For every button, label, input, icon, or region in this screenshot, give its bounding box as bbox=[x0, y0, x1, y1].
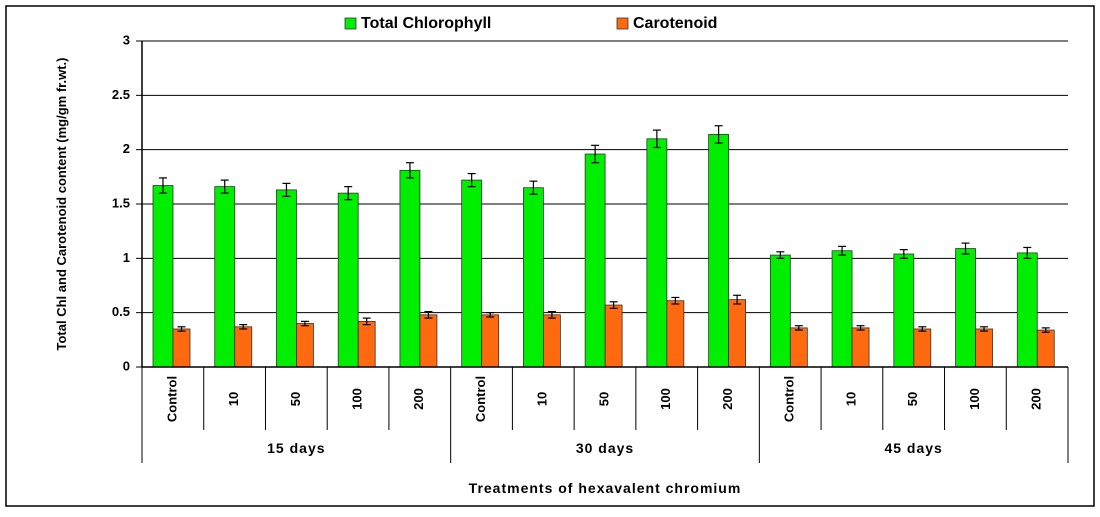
y-axis-title: Total Chl and Carotenoid content (mg/gm … bbox=[54, 58, 69, 351]
bar bbox=[708, 134, 729, 368]
error-bar bbox=[529, 180, 538, 195]
x-tick-label: 50 bbox=[905, 392, 920, 406]
legend-swatch bbox=[616, 17, 629, 30]
bar bbox=[419, 314, 438, 368]
y-tick-label: 2 bbox=[123, 141, 130, 156]
error-bar bbox=[1023, 246, 1032, 259]
error-bar bbox=[467, 172, 476, 188]
error-bar bbox=[980, 326, 989, 332]
bar bbox=[481, 314, 500, 368]
bar bbox=[296, 323, 314, 368]
error-bar bbox=[282, 182, 291, 197]
error-bar bbox=[239, 324, 248, 330]
group-label: 15 days bbox=[267, 440, 325, 456]
bar bbox=[543, 314, 561, 368]
x-axis-title: Treatments of hexavalent chromium bbox=[469, 480, 742, 496]
legend-label: Total Chlorophyll bbox=[361, 15, 491, 32]
error-bar bbox=[652, 129, 661, 149]
bar bbox=[604, 304, 623, 368]
error-bar bbox=[794, 325, 803, 331]
error-bar bbox=[547, 310, 556, 319]
error-bar bbox=[838, 245, 847, 256]
x-tick-label: Control bbox=[473, 376, 488, 422]
bar bbox=[1016, 252, 1038, 368]
x-tick-label: 10 bbox=[535, 392, 550, 406]
x-tick-label: 200 bbox=[720, 388, 735, 410]
bar bbox=[152, 185, 174, 368]
error-bar bbox=[591, 144, 600, 164]
x-tick-label: 100 bbox=[658, 388, 673, 410]
group-label: 45 days bbox=[884, 440, 942, 456]
bar bbox=[646, 138, 668, 368]
bar bbox=[357, 320, 376, 368]
x-tick-label: 100 bbox=[350, 388, 365, 410]
bar bbox=[214, 186, 236, 368]
error-bar bbox=[486, 312, 495, 318]
error-bar bbox=[405, 162, 414, 179]
bar bbox=[955, 248, 976, 368]
error-bar bbox=[344, 186, 353, 201]
y-tick-label: 0 bbox=[123, 358, 130, 373]
x-tick-label: Control bbox=[782, 376, 797, 422]
x-tick-label: 10 bbox=[226, 392, 241, 406]
bar bbox=[172, 328, 191, 368]
bar bbox=[461, 179, 483, 368]
error-bar bbox=[362, 317, 371, 326]
y-tick-label: 1 bbox=[123, 250, 130, 265]
bar bbox=[666, 300, 685, 368]
group-label: 30 days bbox=[576, 440, 634, 456]
error-bar bbox=[776, 251, 785, 259]
bar bbox=[789, 327, 808, 368]
x-tick-label: 50 bbox=[596, 392, 611, 406]
legend-swatch bbox=[344, 17, 357, 30]
error-bar bbox=[1041, 327, 1050, 333]
error-bar bbox=[856, 325, 865, 331]
y-tick-label: 3 bbox=[123, 32, 130, 47]
bar bbox=[584, 153, 606, 368]
bar bbox=[851, 327, 870, 368]
error-bar bbox=[159, 177, 167, 194]
bar bbox=[276, 189, 297, 368]
error-bar bbox=[714, 125, 723, 144]
bar bbox=[893, 253, 915, 368]
bar bbox=[975, 328, 993, 368]
x-tick-label: 200 bbox=[411, 388, 426, 410]
bar bbox=[913, 328, 932, 368]
bar bbox=[234, 326, 253, 368]
bar bbox=[1036, 329, 1055, 368]
x-tick-label: 50 bbox=[288, 392, 303, 406]
error-bar bbox=[300, 320, 309, 327]
x-tick-label: Control bbox=[164, 376, 179, 422]
error-bar bbox=[177, 326, 186, 332]
x-tick-label: 200 bbox=[1029, 388, 1044, 410]
x-tick-label: 10 bbox=[843, 392, 858, 406]
error-bar bbox=[961, 242, 970, 255]
x-tick-label: 100 bbox=[967, 388, 982, 410]
bar bbox=[399, 169, 421, 368]
error-bar bbox=[220, 179, 229, 194]
bar bbox=[769, 254, 791, 368]
bar bbox=[728, 299, 746, 368]
y-tick-label: 2.5 bbox=[112, 87, 130, 102]
y-tick-label: 0.5 bbox=[112, 304, 130, 319]
error-bar bbox=[424, 310, 433, 319]
y-tick-label: 1.5 bbox=[112, 195, 130, 210]
error-bar bbox=[609, 301, 618, 309]
error-bar bbox=[918, 326, 927, 332]
error-bar bbox=[899, 249, 908, 259]
bar bbox=[337, 192, 359, 368]
error-bar bbox=[733, 294, 742, 305]
legend-label: Carotenoid bbox=[633, 15, 717, 32]
bar bbox=[523, 187, 544, 368]
error-bar bbox=[671, 296, 680, 305]
bar bbox=[831, 250, 853, 368]
